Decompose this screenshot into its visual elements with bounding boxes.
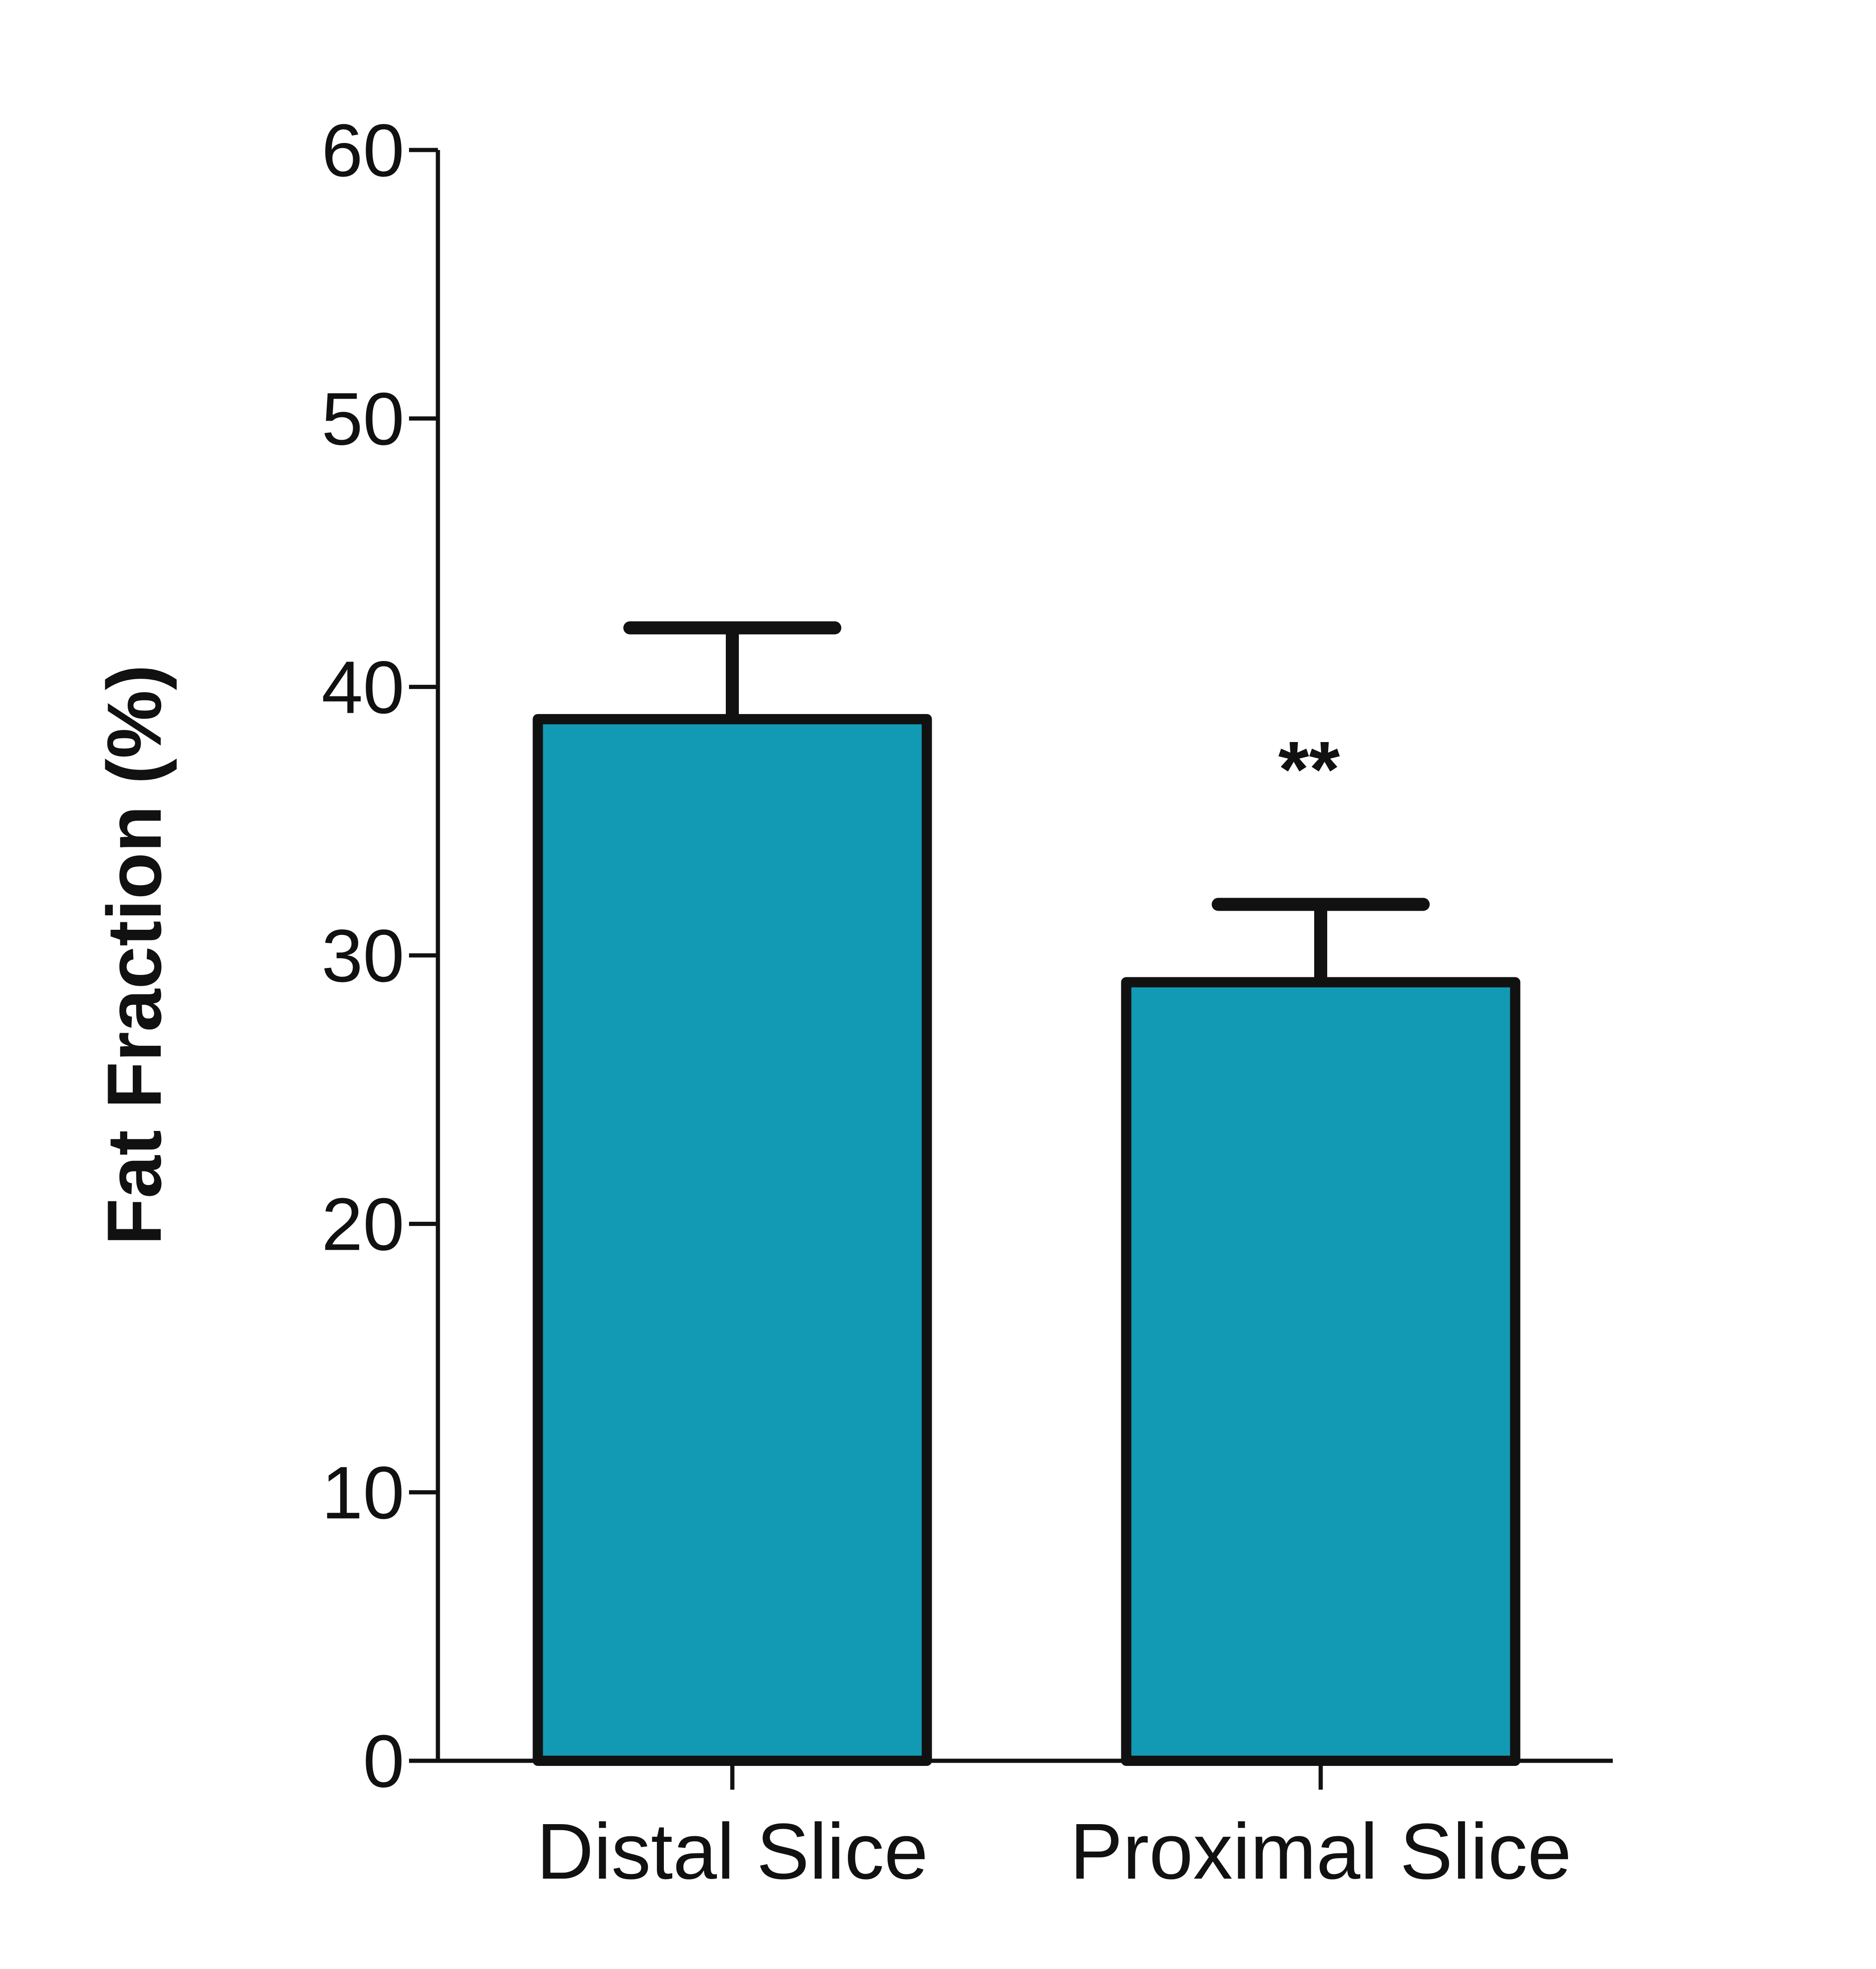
y-tick-label: 0	[363, 1719, 404, 1803]
x-categories: Distal Slice Proximal Slice	[537, 1761, 1572, 1896]
y-tick-label: 60	[321, 109, 404, 192]
bar-distal-slice	[532, 714, 932, 1766]
bars	[532, 621, 1521, 1766]
y-tick-label: 20	[321, 1182, 404, 1266]
y-axis-label: Fat Fraction (%)	[91, 665, 177, 1246]
y-tick-label: 10	[321, 1451, 404, 1534]
y-ticks: 0 10 20 30 40 50 60	[321, 109, 438, 1803]
y-tick-label: 30	[321, 914, 404, 997]
x-category-label: Distal Slice	[537, 1807, 928, 1896]
annotations: **	[1278, 725, 1340, 814]
x-category-label: Proximal Slice	[1070, 1807, 1572, 1896]
significance-marker: **	[1278, 725, 1340, 814]
y-tick-label: 50	[321, 377, 404, 460]
bar-proximal-slice	[1121, 977, 1521, 1766]
y-tick-label: 40	[321, 646, 404, 729]
